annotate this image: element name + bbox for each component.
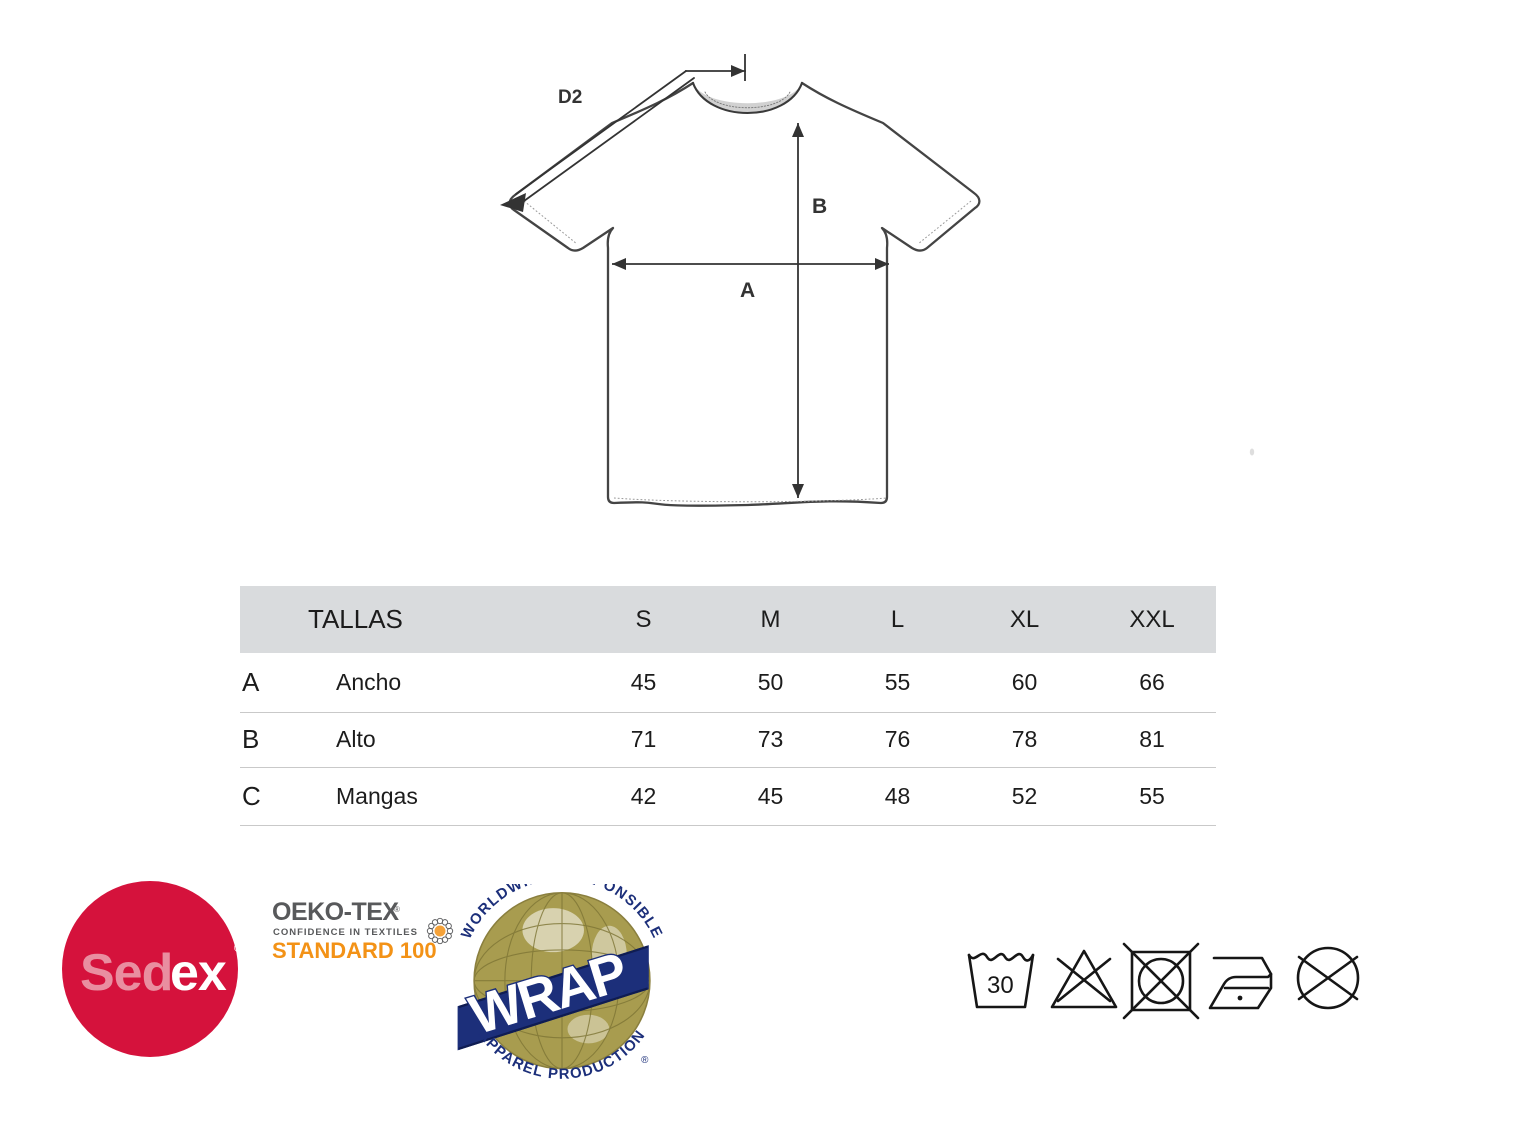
svg-text:B: B <box>812 195 827 218</box>
svg-text:D2: D2 <box>558 87 582 108</box>
svg-text:30: 30 <box>987 972 1014 999</box>
svg-text:ex: ex <box>170 944 227 1002</box>
svg-text:OEKO-TEX: OEKO-TEX <box>272 898 399 926</box>
svg-text:STANDARD 100: STANDARD 100 <box>272 938 437 963</box>
svg-text:CONFIDENCE IN TEXTILES: CONFIDENCE IN TEXTILES <box>273 927 418 938</box>
svg-text:®: ® <box>394 905 400 914</box>
svg-text:Sed: Sed <box>80 944 172 1002</box>
svg-text:®: ® <box>234 941 243 955</box>
svg-text:®: ® <box>641 1055 649 1066</box>
svg-text:A: A <box>740 279 755 302</box>
